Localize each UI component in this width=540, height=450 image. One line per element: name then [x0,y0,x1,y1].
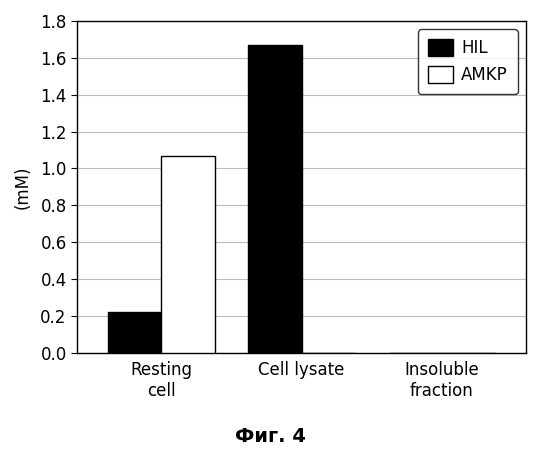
Text: Фиг. 4: Фиг. 4 [234,427,306,446]
Bar [108,312,161,353]
Bar [248,45,302,353]
Y-axis label: (mM): (mM) [14,165,32,209]
Bar [161,156,214,353]
Legend: HIL, AMKP: HIL, AMKP [418,29,518,94]
